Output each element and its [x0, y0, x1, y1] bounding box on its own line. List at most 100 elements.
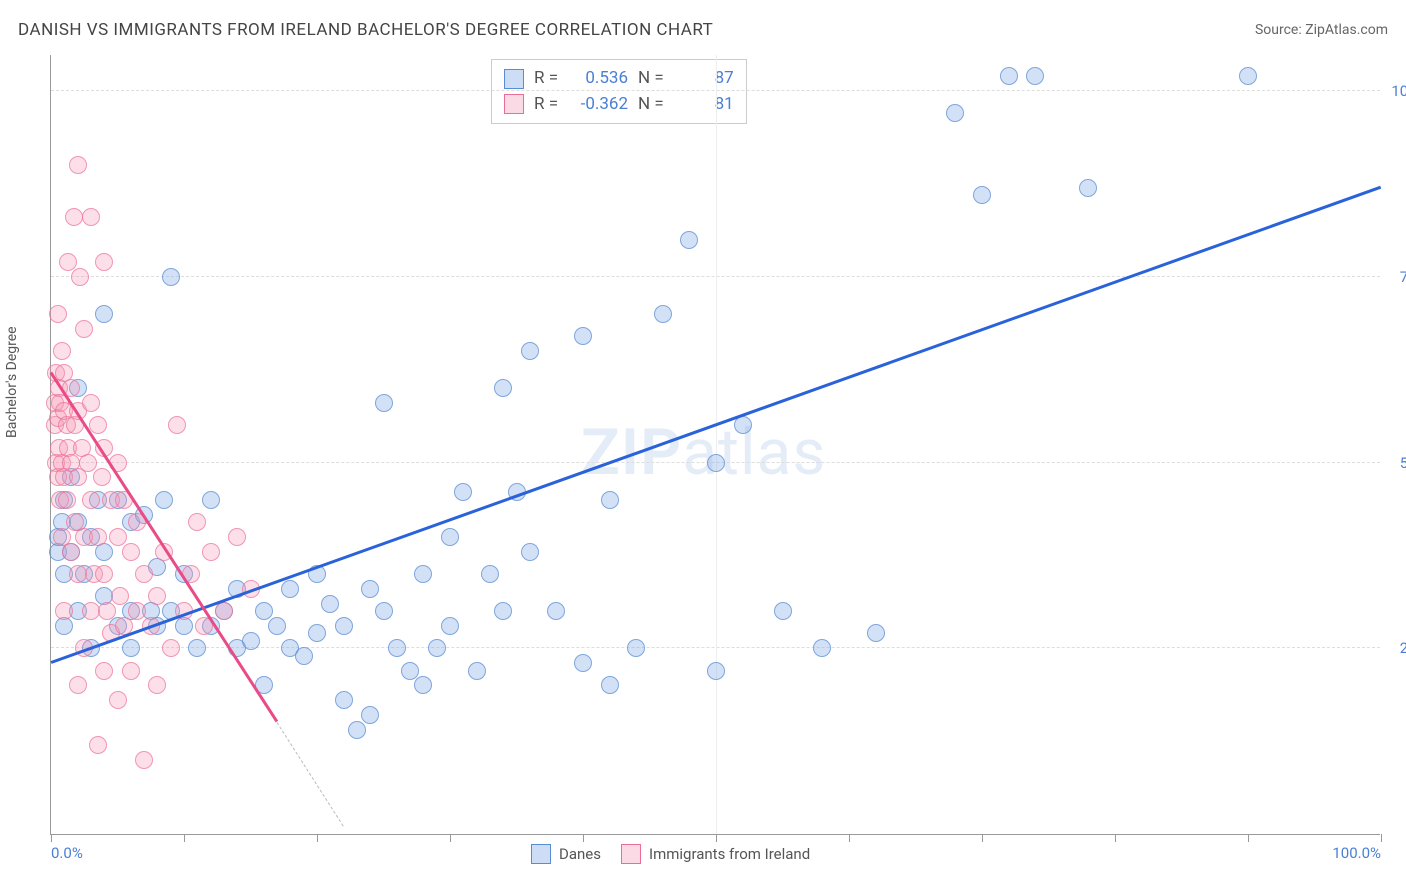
- data-point: [361, 706, 379, 724]
- stats-row-ireland: R = -0.362 N = 81: [504, 92, 734, 118]
- data-point: [774, 602, 792, 620]
- data-point: [414, 676, 432, 694]
- data-point: [69, 468, 87, 486]
- xtick: [583, 834, 584, 842]
- data-point: [321, 595, 339, 613]
- data-point: [53, 342, 71, 360]
- data-point: [65, 208, 83, 226]
- data-point: [348, 721, 366, 739]
- stats-legend: R = 0.536 N = 87 R = -0.362 N = 81: [491, 59, 747, 124]
- data-point: [973, 186, 991, 204]
- data-point: [95, 253, 113, 271]
- data-point: [547, 602, 565, 620]
- stat-r-value: -0.362: [568, 92, 628, 118]
- trendline: [277, 722, 344, 827]
- swatch-pink-icon: [621, 844, 641, 864]
- data-point: [281, 580, 299, 598]
- stat-n-value: 87: [674, 66, 734, 92]
- ytick-label: 25.0%: [1400, 639, 1406, 657]
- data-point: [82, 491, 100, 509]
- legend-label: Danes: [559, 845, 601, 863]
- series-legend: Danes Immigrants from Ireland: [531, 844, 810, 864]
- data-point: [574, 327, 592, 345]
- data-point: [188, 639, 206, 657]
- scatter-chart: R = 0.536 N = 87 R = -0.362 N = 81 ZIPat…: [50, 55, 1380, 835]
- data-point: [268, 617, 286, 635]
- data-point: [49, 305, 67, 323]
- xtick: [1115, 834, 1116, 842]
- swatch-blue-icon: [504, 69, 524, 89]
- xtick: [982, 834, 983, 842]
- data-point: [707, 662, 725, 680]
- xtick: [184, 834, 185, 842]
- data-point: [867, 624, 885, 642]
- stat-n-value: 81: [674, 92, 734, 118]
- legend-label: Immigrants from Ireland: [649, 845, 810, 863]
- data-point: [82, 394, 100, 412]
- watermark: ZIPatlas: [581, 415, 826, 490]
- data-point: [122, 639, 140, 657]
- data-point: [89, 528, 107, 546]
- stat-n-label: N =: [638, 66, 664, 92]
- data-point: [215, 602, 233, 620]
- data-point: [148, 587, 166, 605]
- ytick-label: 100.0%: [1391, 82, 1406, 100]
- legend-item-ireland: Immigrants from Ireland: [621, 844, 810, 864]
- data-point: [188, 513, 206, 531]
- source-label: Source: ZipAtlas.com: [1255, 22, 1388, 38]
- data-point: [69, 676, 87, 694]
- data-point: [813, 639, 831, 657]
- data-point: [574, 654, 592, 672]
- data-point: [148, 676, 166, 694]
- xtick: [51, 834, 52, 842]
- data-point: [734, 416, 752, 434]
- stat-r-label: R =: [534, 66, 558, 92]
- data-point: [1026, 67, 1044, 85]
- stat-r-value: 0.536: [568, 66, 628, 92]
- data-point: [707, 454, 725, 472]
- data-point: [401, 662, 419, 680]
- data-point: [122, 662, 140, 680]
- data-point: [375, 602, 393, 620]
- data-point: [494, 379, 512, 397]
- data-point: [162, 639, 180, 657]
- data-point: [654, 305, 672, 323]
- data-point: [109, 691, 127, 709]
- data-point: [1000, 67, 1018, 85]
- ytick-label: 75.0%: [1400, 268, 1406, 286]
- data-point: [680, 231, 698, 249]
- swatch-pink-icon: [504, 94, 524, 114]
- data-point: [1239, 67, 1257, 85]
- data-point: [361, 580, 379, 598]
- data-point: [75, 320, 93, 338]
- xtick: [1248, 834, 1249, 842]
- data-point: [128, 602, 146, 620]
- data-point: [1079, 179, 1097, 197]
- data-point: [255, 602, 273, 620]
- data-point: [627, 639, 645, 657]
- xtick-label-right: 100.0%: [1332, 844, 1381, 862]
- data-point: [98, 602, 116, 620]
- data-point: [95, 305, 113, 323]
- xtick: [716, 834, 717, 842]
- data-point: [111, 587, 129, 605]
- data-point: [89, 736, 107, 754]
- xtick: [450, 834, 451, 842]
- data-point: [202, 491, 220, 509]
- data-point: [308, 624, 326, 642]
- data-point: [202, 543, 220, 561]
- stat-r-label: R =: [534, 92, 558, 118]
- data-point: [335, 617, 353, 635]
- data-point: [71, 268, 89, 286]
- data-point: [95, 565, 113, 583]
- data-point: [69, 156, 87, 174]
- data-point: [494, 602, 512, 620]
- ytick-label: 50.0%: [1400, 454, 1406, 472]
- data-point: [93, 468, 111, 486]
- xtick: [1381, 834, 1382, 842]
- data-point: [601, 491, 619, 509]
- data-point: [428, 639, 446, 657]
- data-point: [375, 394, 393, 412]
- data-point: [155, 491, 173, 509]
- data-point: [335, 691, 353, 709]
